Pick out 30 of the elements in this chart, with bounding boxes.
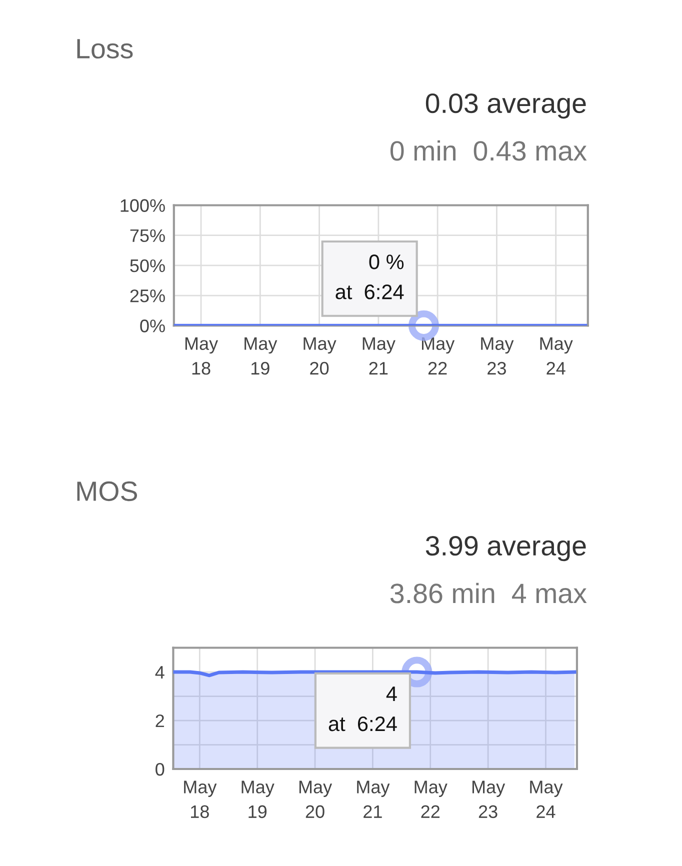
x-tick-label: May 18: [185, 337, 218, 375]
y-tick-label: 75%: [130, 229, 165, 242]
x-tick-label: May 20: [299, 780, 332, 818]
x-tick-label: May 18: [184, 780, 217, 818]
text: 3.86 min 4 max: [390, 582, 587, 604]
annotation: 0 % at 6:24: [336, 254, 404, 300]
y-tick-label: 4: [155, 666, 164, 679]
x-tick-label: May 24: [540, 337, 573, 374]
y-tick-label: 100%: [120, 199, 165, 212]
x-tick-label: May 23: [472, 780, 506, 818]
y-tick-label: 0%: [140, 320, 165, 332]
y-tick-label: 25%: [130, 289, 165, 302]
x-tick-label: May 21: [362, 337, 396, 374]
x-tick-label: May 23: [481, 337, 514, 375]
annotation: 4 at 6:24: [328, 686, 397, 732]
x-tick-label: May 24: [530, 780, 563, 818]
x-tick-label: May 22: [422, 337, 455, 374]
y-tick-label: 2: [156, 714, 164, 728]
x-tick-label: May 20: [304, 337, 336, 375]
x-tick-label: May 19: [242, 780, 274, 818]
chart-subtitle: 0.03 average: [426, 93, 586, 119]
chart-subtitle: 3.99 average: [426, 536, 586, 562]
text: 0 min 0.43 max: [390, 140, 587, 161]
x-tick-label: May 21: [357, 780, 390, 818]
x-tick-label: May 19: [244, 337, 278, 375]
y-tick-label: 50%: [130, 259, 165, 272]
x-tick-label: May 22: [414, 780, 448, 818]
chart-title: Loss: [77, 39, 133, 59]
chart-title: MOS: [77, 481, 138, 502]
y-tick-label: 0: [156, 762, 164, 776]
